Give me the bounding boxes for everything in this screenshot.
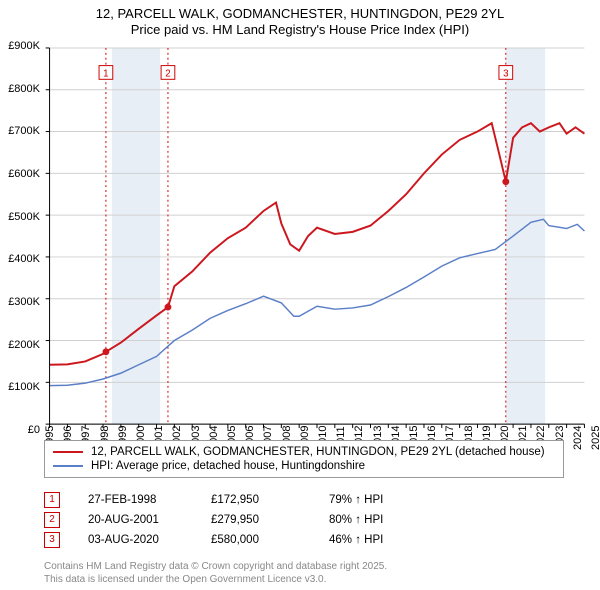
y-tick-label: £300K <box>0 296 40 308</box>
sale-pct-1: 79% ↑ HPI <box>329 494 439 506</box>
y-tick-label: £200K <box>0 339 40 351</box>
legend-swatch-hpi <box>53 465 83 467</box>
sale-pct-3: 46% ↑ HPI <box>329 534 439 546</box>
sale-price-1: £172,950 <box>211 494 301 506</box>
plot-svg: 1 2 3 <box>44 46 590 430</box>
chart-container: 12, PARCELL WALK, GODMANCHESTER, HUNTING… <box>0 0 600 590</box>
y-tick-label: £700K <box>0 125 40 137</box>
y-tick-label: £800K <box>0 83 40 95</box>
sale-date-1: 27-FEB-1998 <box>88 494 183 506</box>
chart-title: 12, PARCELL WALK, GODMANCHESTER, HUNTING… <box>0 0 600 39</box>
y-tick-label: £0 <box>0 424 40 436</box>
sale-row-3: 3 03-AUG-2020 £580,000 46% ↑ HPI <box>44 530 439 550</box>
sale-date-3: 03-AUG-2020 <box>88 534 183 546</box>
sale-marker-2: 2 <box>44 512 60 528</box>
legend-box: 12, PARCELL WALK, GODMANCHESTER, HUNTING… <box>44 440 564 478</box>
sale-pct-2: 80% ↑ HPI <box>329 514 439 526</box>
sale-price-2: £279,950 <box>211 514 301 526</box>
sale-marker-3: 3 <box>44 532 60 548</box>
y-tick-label: £400K <box>0 253 40 265</box>
sale-row-1: 1 27-FEB-1998 £172,950 79% ↑ HPI <box>44 490 439 510</box>
legend-label-hpi: HPI: Average price, detached house, Hunt… <box>91 460 365 472</box>
legend-item-property: 12, PARCELL WALK, GODMANCHESTER, HUNTING… <box>53 445 555 459</box>
plot-area: 1 2 3 <box>44 46 590 430</box>
sale-price-3: £580,000 <box>211 534 301 546</box>
y-tick-label: £600K <box>0 168 40 180</box>
title-line-2: Price paid vs. HM Land Registry's House … <box>0 22 600 38</box>
footer-attribution: Contains HM Land Registry data © Crown c… <box>44 561 387 586</box>
sale-row-2: 2 20-AUG-2001 £279,950 80% ↑ HPI <box>44 510 439 530</box>
footer-line-2: This data is licensed under the Open Gov… <box>44 574 387 587</box>
sale-marker-1: 1 <box>44 492 60 508</box>
title-line-1: 12, PARCELL WALK, GODMANCHESTER, HUNTING… <box>0 6 600 22</box>
legend-item-hpi: HPI: Average price, detached house, Hunt… <box>53 459 555 473</box>
sale-date-2: 20-AUG-2001 <box>88 514 183 526</box>
legend-swatch-property <box>53 451 83 453</box>
legend-label-property: 12, PARCELL WALK, GODMANCHESTER, HUNTING… <box>91 446 545 458</box>
svg-text:1: 1 <box>103 68 108 79</box>
svg-text:2: 2 <box>165 68 170 79</box>
y-tick-label: £900K <box>0 40 40 52</box>
y-tick-label: £500K <box>0 211 40 223</box>
footer-line-1: Contains HM Land Registry data © Crown c… <box>44 561 387 574</box>
y-tick-label: £100K <box>0 381 40 393</box>
sales-table: 1 27-FEB-1998 £172,950 79% ↑ HPI 2 20-AU… <box>44 490 439 550</box>
svg-text:3: 3 <box>503 68 509 79</box>
